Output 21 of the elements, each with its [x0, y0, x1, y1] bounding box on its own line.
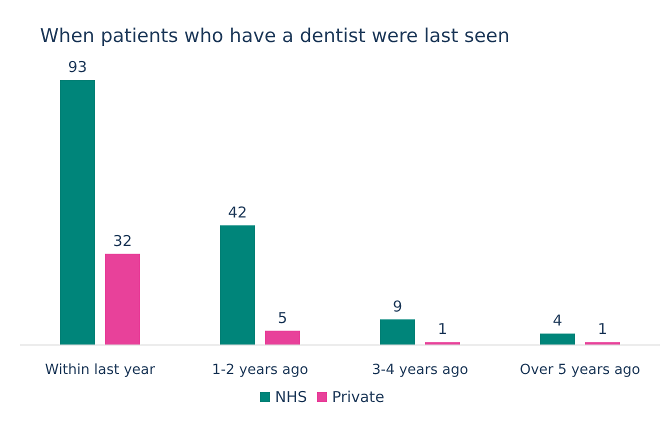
- legend-label: NHS: [275, 388, 308, 406]
- bar: [265, 330, 300, 345]
- bar: [380, 319, 415, 345]
- chart-title: When patients who have a dentist were last seen: [40, 25, 510, 47]
- bar: [105, 254, 140, 345]
- bar: [540, 334, 575, 345]
- bar: [220, 225, 255, 345]
- x-tick-label: 3-4 years ago: [372, 362, 468, 378]
- x-tick-label: Within last year: [45, 362, 156, 378]
- data-label: 5: [278, 308, 288, 327]
- data-label: 1: [438, 320, 448, 338]
- data-label: 9: [392, 297, 402, 316]
- x-tick-label: 1-2 years ago: [212, 362, 308, 378]
- x-tick-label: Over 5 years ago: [520, 362, 640, 378]
- legend-label: Private: [332, 388, 384, 406]
- bar: [60, 80, 95, 345]
- data-label: 42: [228, 203, 248, 222]
- data-label: 93: [68, 58, 88, 76]
- data-label: 4: [552, 312, 562, 330]
- data-label: 32: [112, 232, 132, 250]
- data-label: 1: [598, 320, 608, 338]
